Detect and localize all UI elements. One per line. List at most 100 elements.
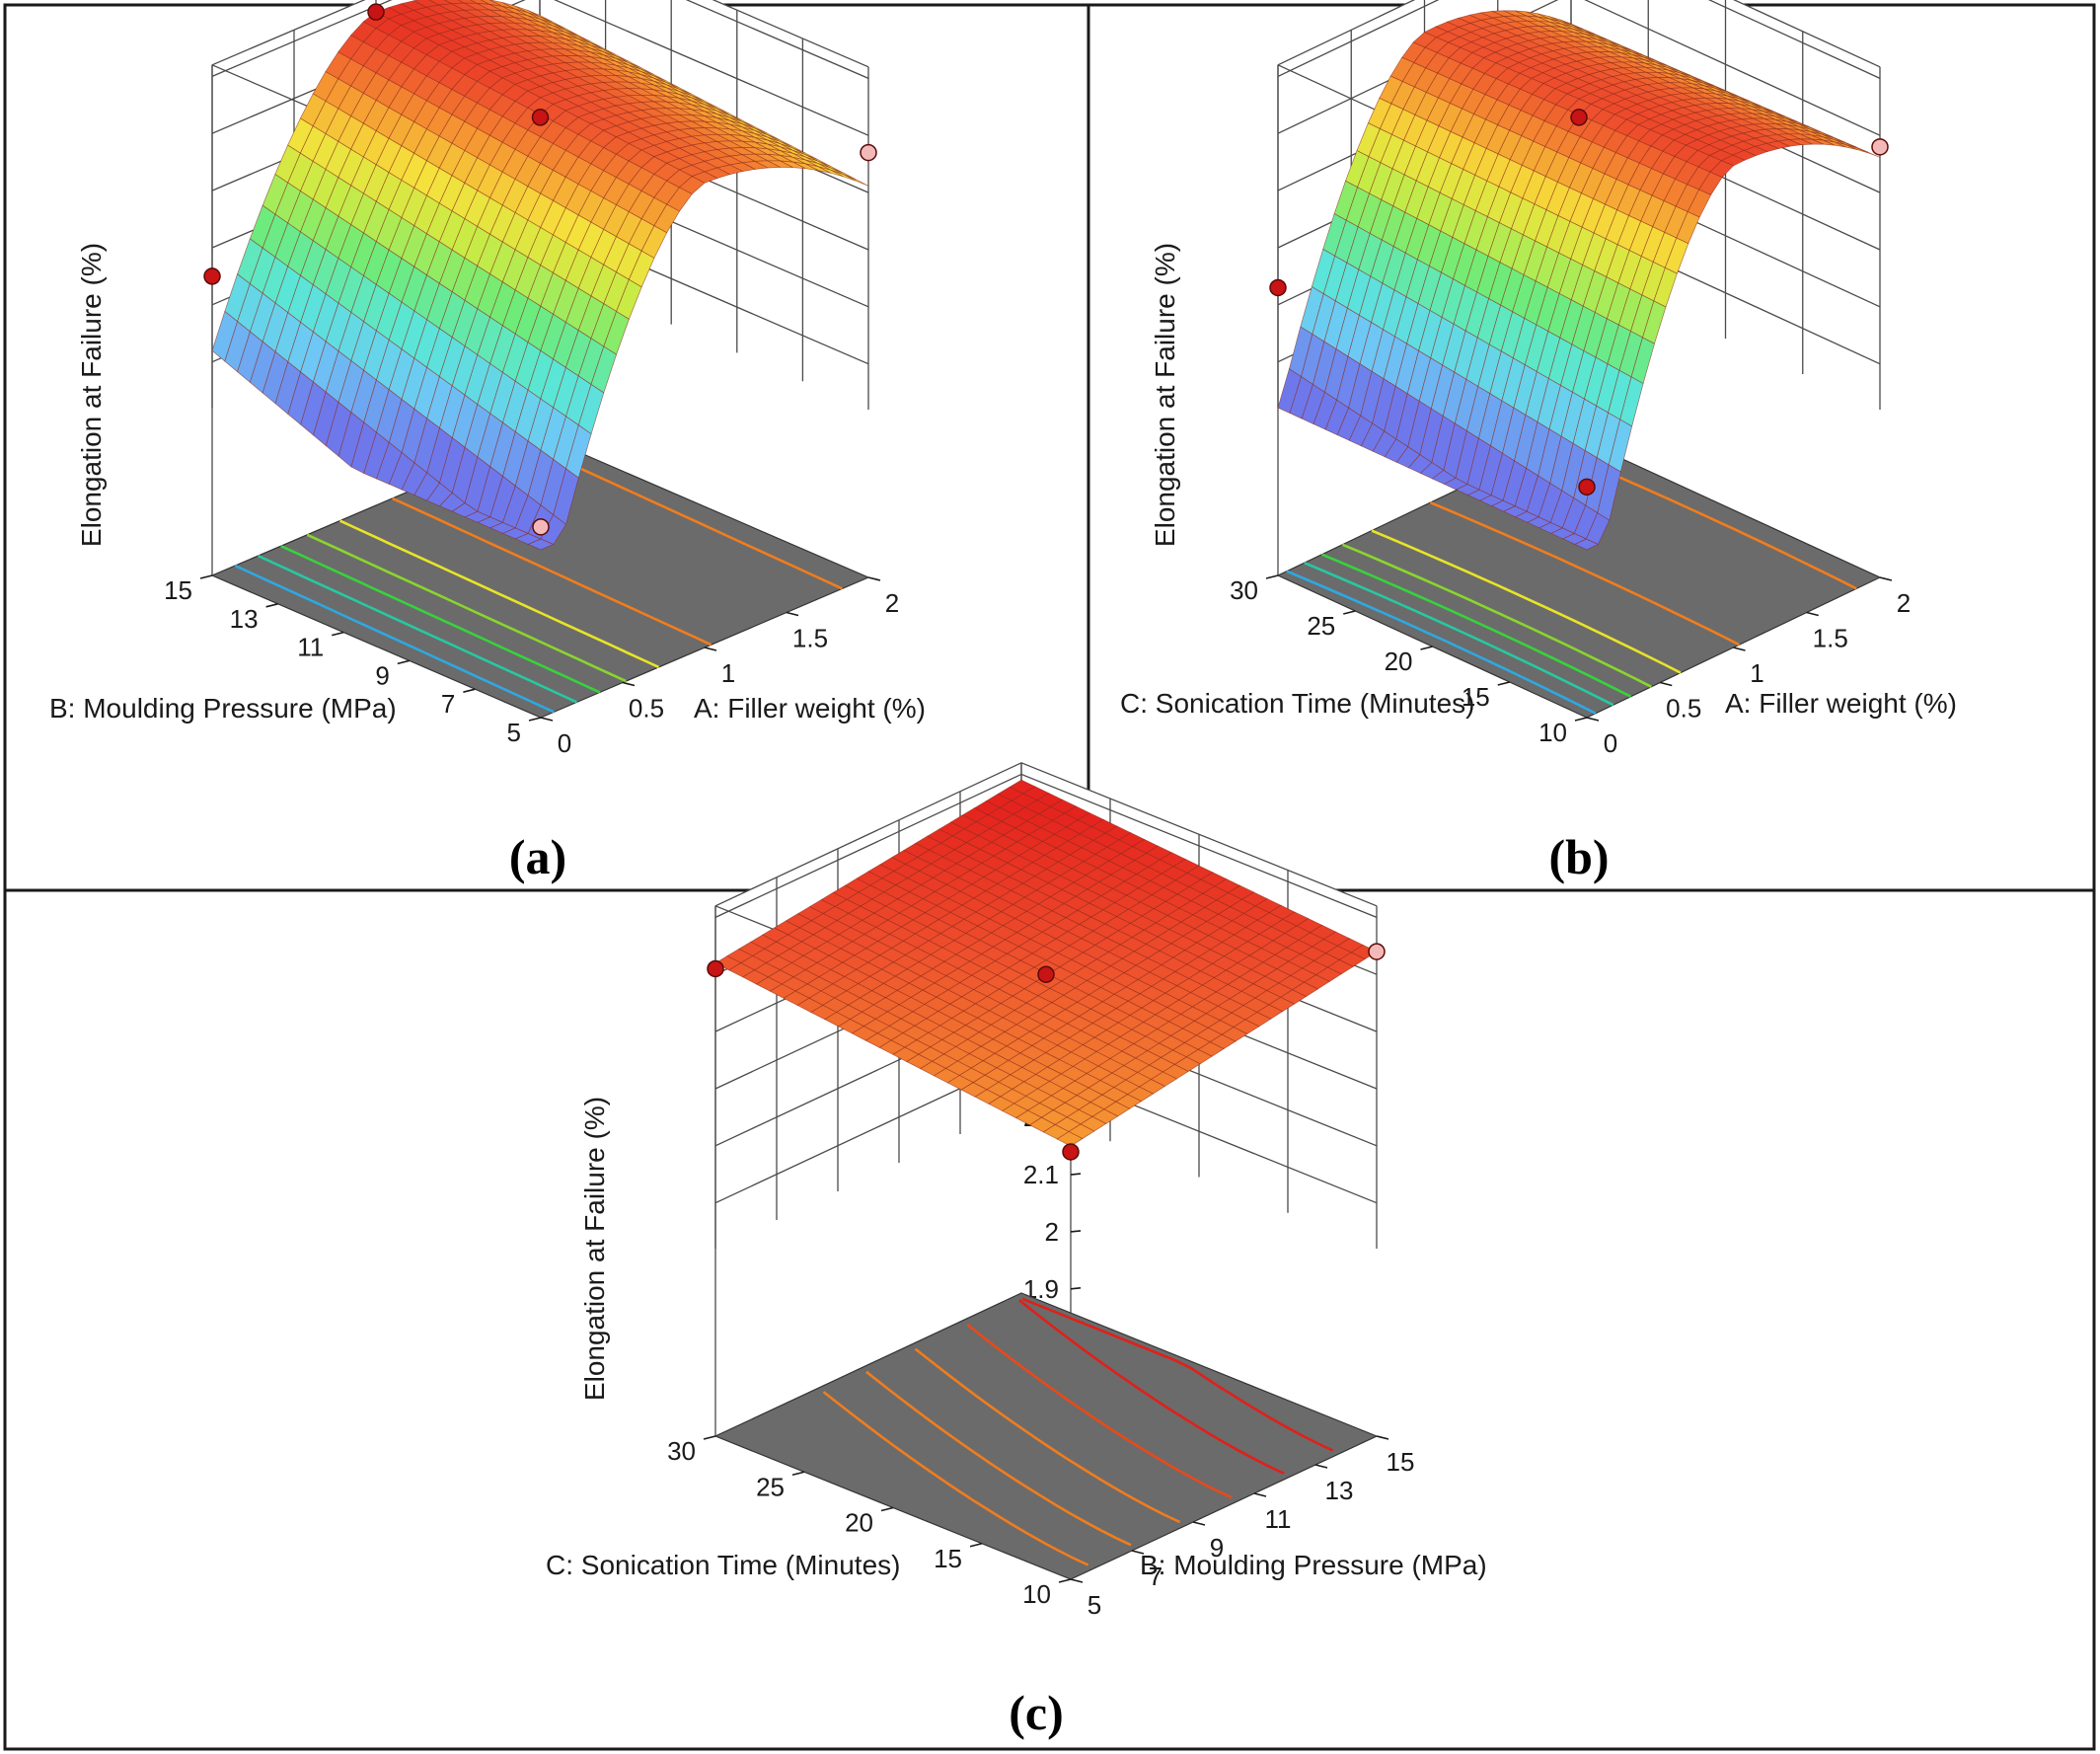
y-tick-label: 5: [507, 718, 521, 747]
x-tick-mark: [867, 576, 881, 581]
x-tick-mark: [1733, 647, 1746, 651]
z-gridline: [1277, 0, 1881, 79]
x-tick-label: 13: [1325, 1476, 1354, 1505]
x-tick-mark: [1879, 576, 1893, 581]
x-tick-label: 2: [1897, 588, 1911, 618]
y-tick-mark: [791, 1471, 805, 1477]
x-tick-mark: [1376, 1435, 1389, 1440]
x-tick-label: 5: [1088, 1590, 1101, 1620]
floor-contour: [1320, 553, 1632, 698]
floor-contour: [1304, 562, 1614, 707]
response-surface: [1277, 10, 1881, 551]
x-tick-mark: [786, 611, 799, 617]
z-axis-title: Elongation at Failure (%): [76, 243, 107, 547]
surface-patch: [527, 538, 555, 551]
design-point: [707, 959, 724, 978]
y-tick-mark: [1343, 610, 1356, 615]
y-tick-label: 7: [441, 689, 455, 719]
y-tick-label: 25: [1307, 611, 1335, 641]
y-axis-title: C: Sonication Time (Minutes): [1120, 688, 1474, 719]
x-tick-label: 1: [1750, 658, 1763, 688]
x-tick-mark: [1070, 1578, 1084, 1583]
x-tick-mark: [1192, 1521, 1206, 1526]
x-axis-title: A: Filler weight (%): [694, 693, 926, 724]
design-point: [1570, 109, 1588, 126]
floor-contour: [1286, 570, 1597, 715]
y-tick-mark: [1058, 1578, 1072, 1583]
x-tick-label: 7: [1149, 1562, 1162, 1591]
floor-contour: [1371, 529, 1682, 674]
surface-patch: [1574, 538, 1600, 551]
panel-a: 1.81.922.12.22.300.511.52579111315Elonga…: [49, 0, 926, 758]
x-tick-mark: [1314, 1464, 1328, 1469]
floor-contour: [1341, 543, 1652, 688]
y-tick-mark: [1265, 574, 1279, 579]
floor-contour: [338, 519, 660, 669]
x-tick-label: 0: [1604, 728, 1617, 758]
x-tick-mark: [1660, 681, 1673, 687]
floor-contour: [257, 554, 578, 704]
floor-contour: [1429, 500, 1740, 647]
y-tick-label: 20: [845, 1508, 873, 1538]
floor-contour: [865, 1370, 1132, 1547]
x-tick-label: 11: [1265, 1504, 1292, 1534]
floor-contour: [280, 545, 601, 694]
z-tick-mark: [1070, 1287, 1082, 1290]
y-tick-label: 13: [230, 604, 259, 634]
x-tick-mark: [1586, 717, 1600, 722]
x-tick-label: 1: [721, 658, 735, 688]
floor-contour: [306, 533, 627, 683]
design-point: [860, 143, 877, 162]
y-tick-mark: [703, 1435, 716, 1440]
x-axis-title: A: Filler weight (%): [1725, 688, 1957, 719]
y-tick-mark: [880, 1506, 894, 1512]
top-gridline: [211, 0, 869, 68]
design-point: [1062, 1143, 1080, 1161]
z-gridline: [1277, 0, 1881, 136]
x-tick-label: 1.5: [1813, 624, 1848, 653]
z-axis-title: Elongation at Failure (%): [579, 1097, 610, 1401]
z-tick-mark: [1070, 1173, 1082, 1176]
z-tick-label: 2.1: [1023, 1160, 1059, 1189]
x-tick-mark: [704, 647, 717, 651]
x-tick-mark: [1131, 1550, 1145, 1555]
y-tick-mark: [1420, 646, 1433, 650]
panel-a-caption: (a): [509, 829, 566, 884]
y-tick-label: 30: [1230, 575, 1258, 605]
y-tick-mark: [528, 717, 542, 722]
y-tick-mark: [332, 631, 344, 637]
z-tick-mark: [1070, 1230, 1082, 1233]
design-point: [1368, 943, 1386, 960]
x-tick-mark: [622, 681, 636, 687]
y-tick-mark: [397, 659, 410, 665]
design-point: [203, 267, 221, 285]
x-tick-label: 0: [558, 728, 571, 758]
floor-contour: [392, 496, 712, 647]
panel-b: 1.81.922.12.22.300.511.521015202530Elong…: [1120, 0, 1957, 758]
panel-c: 1.81.922.12.22.35791113151015202530Elong…: [546, 762, 1487, 1620]
y-axis-title: B: Moulding Pressure (MPa): [49, 693, 397, 724]
panel-b-caption: (b): [1548, 829, 1609, 884]
floor-contour: [822, 1391, 1089, 1566]
y-tick-label: 10: [1538, 718, 1567, 747]
x-tick-label: 2: [885, 588, 899, 618]
y-tick-mark: [199, 574, 213, 579]
y-tick-mark: [1574, 717, 1588, 722]
design-point: [1578, 478, 1596, 496]
y-tick-mark: [463, 688, 476, 693]
y-tick-label: 15: [1462, 682, 1490, 712]
floor-contour: [1021, 1297, 1334, 1452]
floor-contour: [914, 1347, 1181, 1524]
response-surface: [211, 0, 869, 551]
y-tick-mark: [265, 603, 278, 608]
y-tick-mark: [969, 1542, 983, 1548]
z-axis-title: Elongation at Failure (%): [1150, 243, 1180, 547]
x-tick-label: 15: [1387, 1447, 1415, 1477]
design-point: [1269, 278, 1287, 297]
y-tick-label: 15: [934, 1544, 962, 1573]
design-point: [367, 3, 385, 21]
x-axis-title: B: Moulding Pressure (MPa): [1140, 1550, 1487, 1580]
x-tick-label: 0.5: [1666, 694, 1701, 724]
y-tick-mark: [1497, 681, 1510, 686]
x-tick-label: 0.5: [629, 694, 664, 724]
